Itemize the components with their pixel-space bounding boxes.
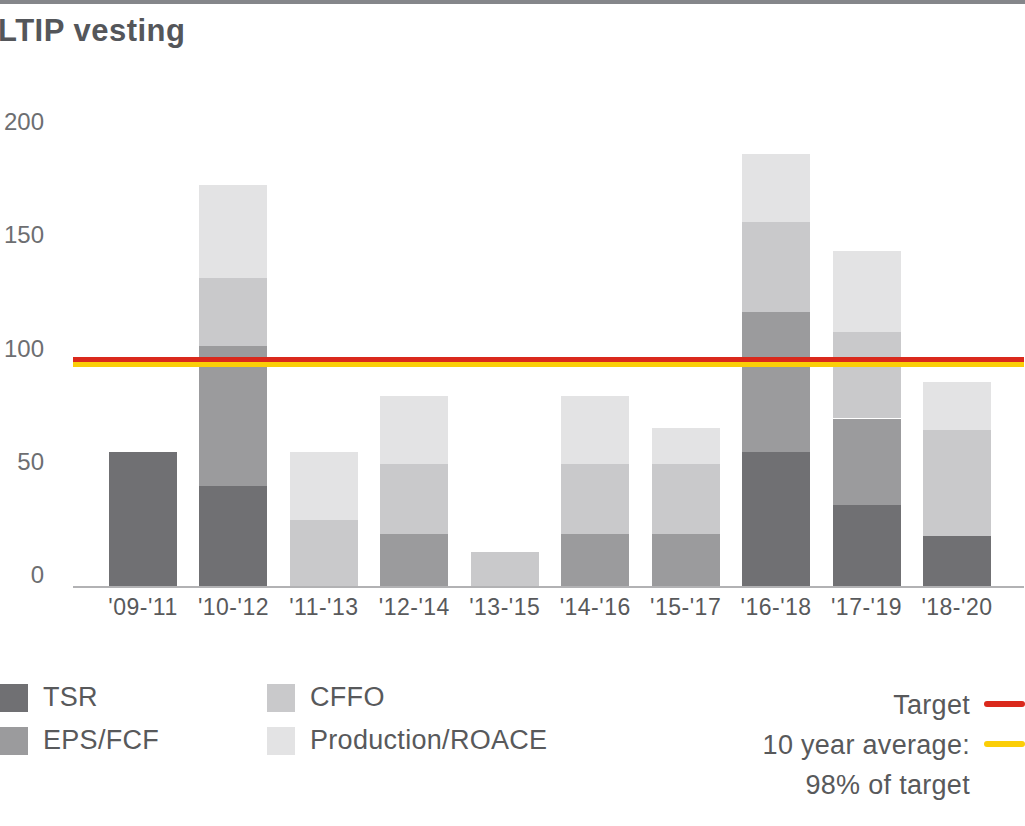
x-axis-tick-label: '16-'18 (726, 595, 826, 619)
y-axis-tick-label: 0 (0, 563, 44, 587)
legend-label-average-line2: 98% of target (805, 770, 970, 800)
bar-segment-tsr (833, 505, 901, 586)
y-axis-tick-label: 200 (0, 110, 44, 134)
x-axis-tick-label: '15-'17 (636, 595, 736, 619)
x-axis-tick-label: '09-'11 (93, 595, 193, 619)
legend-item-production-roace: Production/ROACE (267, 725, 547, 756)
y-axis-tick-label: 150 (0, 223, 44, 247)
bar-segment-tsr (923, 536, 991, 586)
bar-segment-eps_fcf (380, 534, 448, 586)
bar-segment-cffo (833, 332, 901, 418)
bar-segment-cffo (652, 464, 720, 534)
legend-label-production-roace: Production/ROACE (310, 725, 547, 756)
bar-segment-production_roace (199, 185, 267, 278)
bar-segment-production_roace (561, 396, 629, 464)
bar-segment-eps_fcf (833, 419, 901, 505)
bar-segment-eps_fcf (199, 346, 267, 486)
x-axis-line (73, 586, 1024, 588)
bar-segment-cffo (561, 464, 629, 534)
bar-segment-cffo (199, 278, 267, 346)
legend-label-target: Target (893, 690, 970, 720)
bar-segment-production_roace (652, 428, 720, 464)
plot-area: 0 50 100 150 200 '09-'11'10-'12'11-'13'12-'14… (0, 0, 1025, 826)
x-axis-tick-label: '10-'12 (183, 595, 283, 619)
ltip-vesting-chart: LTIP vesting 050100150200'09-'11'10-'12'… (0, 0, 1025, 826)
x-axis-tick-label: '12-'14 (364, 595, 464, 619)
y-axis-tick-label: 100 (0, 337, 44, 361)
legend-item-cffo: CFFO (267, 682, 385, 713)
legend-item-eps-fcf: EPS/FCF (0, 725, 159, 756)
x-axis-tick-label: '11-'13 (274, 595, 374, 619)
x-axis-tick-label: '18-'20 (907, 595, 1007, 619)
bar-segment-production_roace (923, 382, 991, 430)
legend-label-average-line1: 10 year average: (763, 730, 970, 760)
bar-segment-cffo (290, 520, 358, 586)
production-roace-swatch (267, 727, 295, 755)
bar-segment-cffo (471, 552, 539, 586)
average-line-swatch (984, 741, 1025, 747)
legend-item-tsr: TSR (0, 682, 98, 713)
cffo-swatch (267, 684, 295, 712)
legend-label-eps-fcf: EPS/FCF (43, 725, 159, 756)
10-year-average-reference-line (73, 362, 1024, 367)
y-axis-tick-label: 50 (0, 450, 44, 474)
eps-fcf-swatch (0, 727, 28, 755)
bar-segment-eps_fcf (742, 312, 810, 452)
bar-segment-production_roace (742, 154, 810, 222)
bar-segment-eps_fcf (652, 534, 720, 586)
tsr-swatch (0, 684, 28, 712)
bar-segment-cffo (923, 430, 991, 536)
bar-segment-cffo (742, 222, 810, 313)
target-line-swatch (984, 701, 1025, 707)
bar-segment-production_roace (833, 251, 901, 332)
bar-segment-production_roace (290, 452, 358, 520)
legend-label-cffo: CFFO (310, 682, 385, 713)
bar-segment-cffo (380, 464, 448, 534)
x-axis-tick-label: '13-'15 (455, 595, 555, 619)
x-axis-tick-label: '17-'19 (817, 595, 917, 619)
bar-segment-tsr (199, 486, 267, 586)
legend-label-tsr: TSR (43, 682, 98, 713)
bar-segment-tsr (742, 452, 810, 586)
x-axis-tick-label: '14-'16 (545, 595, 645, 619)
bar-segment-production_roace (380, 396, 448, 464)
bar-segment-tsr (109, 452, 177, 586)
bar-segment-eps_fcf (561, 534, 629, 586)
